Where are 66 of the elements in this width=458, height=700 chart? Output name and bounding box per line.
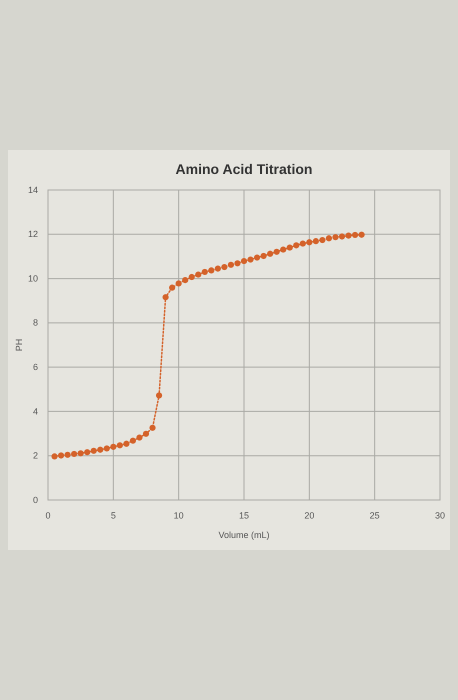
point	[254, 254, 260, 261]
y-tick-label: 4	[32, 406, 38, 416]
point	[352, 232, 358, 238]
point	[202, 268, 208, 276]
point	[58, 452, 64, 459]
point	[104, 445, 110, 452]
point	[300, 240, 306, 247]
point	[326, 235, 332, 242]
point	[71, 450, 78, 458]
point	[188, 274, 195, 280]
y-tick-label: 10	[28, 273, 38, 284]
point	[214, 266, 221, 272]
point	[280, 246, 286, 253]
chart-title: Amino Acid Titration	[176, 161, 312, 177]
y-tick-label: 2	[32, 450, 38, 461]
point	[156, 392, 162, 399]
point	[293, 242, 300, 248]
point	[338, 233, 346, 240]
point	[110, 444, 116, 450]
x-axis-title: Volume (mL)	[218, 530, 270, 540]
x-tick-label: 5	[110, 510, 116, 520]
point	[136, 434, 143, 441]
point	[234, 260, 241, 266]
point	[78, 450, 84, 456]
point	[182, 277, 188, 284]
point	[169, 284, 176, 291]
point	[123, 440, 130, 447]
point	[306, 239, 312, 246]
point	[195, 272, 202, 278]
point	[221, 264, 228, 270]
y-tick-label: 0	[32, 494, 38, 505]
point	[345, 232, 352, 239]
point	[267, 250, 274, 257]
point	[116, 442, 123, 448]
point	[90, 448, 97, 454]
y-tick-label: 14	[28, 184, 38, 195]
point	[142, 430, 150, 437]
point	[176, 280, 182, 287]
point	[149, 424, 156, 431]
x-tick-label: 30	[434, 510, 446, 520]
point	[319, 236, 326, 244]
y-tick-label: 12	[28, 229, 38, 240]
x-tick-label: 10	[174, 510, 184, 520]
point	[358, 232, 365, 238]
point	[208, 267, 214, 274]
point	[130, 438, 136, 444]
point	[228, 262, 234, 268]
point	[247, 256, 254, 263]
point	[162, 294, 169, 300]
point	[64, 452, 71, 458]
x-tick-label: 15	[238, 510, 250, 520]
y-axis-title: PH	[14, 338, 24, 352]
y-tick-label: 8	[32, 318, 38, 328]
x-tick-label: 20	[304, 510, 314, 520]
x-tick-label: 25	[370, 510, 380, 520]
point	[260, 252, 267, 260]
point	[97, 446, 104, 453]
point	[286, 244, 293, 251]
point	[312, 238, 319, 244]
point	[84, 449, 90, 456]
point	[332, 234, 339, 240]
point	[274, 248, 280, 255]
x-tick-label: 0	[45, 510, 51, 520]
y-tick-label: 6	[32, 362, 38, 372]
point	[51, 453, 58, 460]
point	[240, 258, 248, 264]
